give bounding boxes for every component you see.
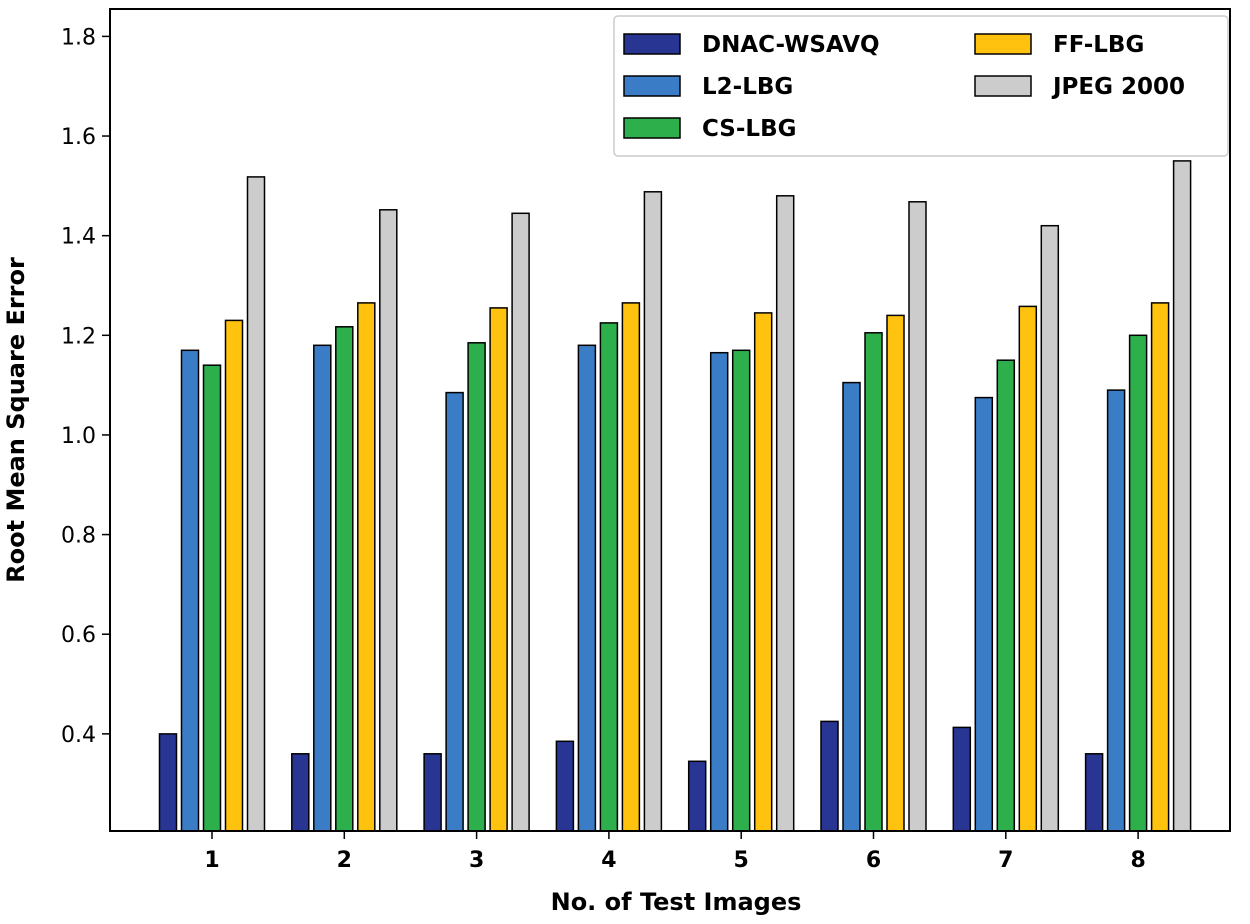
legend-swatch-ff-lbg xyxy=(974,33,1032,55)
bar-dnac-wsavq-8 xyxy=(1084,753,1104,832)
y-axis-label: Root Mean Square Error xyxy=(2,257,30,583)
legend-label-dnac-wsavq: DNAC-WSAVQ xyxy=(702,32,880,58)
legend: DNAC-WSAVQ L2-LBG CS-LBG FF-LBG JPEG 2000 xyxy=(613,15,1229,157)
bar-cs-lbg-5 xyxy=(731,349,751,832)
x-tick-label: 8 xyxy=(1130,848,1145,873)
x-tick-label: 2 xyxy=(337,848,352,873)
x-tick-label: 4 xyxy=(601,848,616,873)
bar-dnac-wsavq-5 xyxy=(687,760,707,832)
bar-dnac-wsavq-6 xyxy=(820,720,839,832)
bar-ff-lbg-8 xyxy=(1150,302,1170,832)
plot-area-frame xyxy=(109,8,1231,832)
bar-l2-lbg-7 xyxy=(974,396,994,832)
bar-jpeg-2000-2 xyxy=(379,209,398,832)
legend-swatch-cs-lbg xyxy=(623,117,681,139)
legend-label-l2-lbg: L2-LBG xyxy=(702,74,793,100)
y-tick-label: 1.0 xyxy=(61,424,96,449)
legend-frame xyxy=(613,15,1229,157)
legend-swatch-dnac-wsavq xyxy=(623,33,681,55)
x-tick-label: 3 xyxy=(469,848,484,873)
bar-jpeg-2000-8 xyxy=(1172,160,1192,832)
bar-cs-lbg-7 xyxy=(996,359,1016,832)
bar-cs-lbg-8 xyxy=(1128,334,1148,832)
y-axis: 0.4 0.6 0.8 1.0 1.2 1.4 1.6 1.8 xyxy=(61,25,110,748)
x-tick-label: 1 xyxy=(204,848,219,873)
y-tick-label: 1.6 xyxy=(61,125,96,150)
x-axis: 1 2 3 4 5 6 7 8 xyxy=(204,831,1146,873)
bar-cs-lbg-2 xyxy=(335,326,354,832)
x-axis-label: No. of Test Images xyxy=(551,888,802,916)
bar-dnac-wsavq-2 xyxy=(291,753,310,832)
bar-l2-lbg-8 xyxy=(1106,389,1126,832)
legend-label-cs-lbg: CS-LBG xyxy=(702,116,796,142)
bar-jpeg-2000-5 xyxy=(775,195,795,832)
y-tick-label: 0.4 xyxy=(61,723,96,748)
bar-cs-lbg-3 xyxy=(467,342,486,832)
bar-ff-lbg-3 xyxy=(489,307,508,832)
legend-label-ff-lbg: FF-LBG xyxy=(1053,32,1144,58)
y-tick-label: 1.2 xyxy=(61,324,96,349)
bar-jpeg-2000-7 xyxy=(1040,224,1060,832)
y-tick-label: 0.8 xyxy=(61,524,96,549)
bar-jpeg-2000-3 xyxy=(511,212,530,832)
legend-label-jpeg-2000: JPEG 2000 xyxy=(1051,74,1185,100)
y-tick-label: 1.8 xyxy=(61,25,96,50)
bar-jpeg-2000-1 xyxy=(246,176,266,832)
bar-ff-lbg-1 xyxy=(224,319,244,832)
bar-ff-lbg-7 xyxy=(1018,305,1038,832)
x-tick-label: 6 xyxy=(866,848,881,873)
bar-l2-lbg-5 xyxy=(709,351,729,832)
bar-cs-lbg-4 xyxy=(599,322,619,832)
y-tick-label: 0.6 xyxy=(61,623,96,648)
bar-cs-lbg-1 xyxy=(202,364,222,832)
x-tick-label: 7 xyxy=(998,848,1013,873)
bar-jpeg-2000-4 xyxy=(643,191,663,832)
bar-ff-lbg-6 xyxy=(886,314,905,832)
x-tick-label: 5 xyxy=(734,848,749,873)
bar-dnac-wsavq-3 xyxy=(423,753,442,832)
bar-dnac-wsavq-4 xyxy=(555,740,575,832)
bars-group xyxy=(158,160,1192,832)
bar-l2-lbg-3 xyxy=(445,391,464,832)
bar-l2-lbg-4 xyxy=(577,344,597,832)
bar-cs-lbg-6 xyxy=(864,332,883,832)
bar-l2-lbg-2 xyxy=(313,344,332,832)
bar-dnac-wsavq-1 xyxy=(158,733,178,832)
bar-ff-lbg-5 xyxy=(753,312,773,832)
bar-ff-lbg-4 xyxy=(621,302,641,832)
y-tick-label: 1.4 xyxy=(61,225,96,250)
bar-l2-lbg-6 xyxy=(842,381,861,832)
bar-l2-lbg-1 xyxy=(180,349,200,832)
bar-ff-lbg-2 xyxy=(357,302,376,832)
bar-dnac-wsavq-7 xyxy=(952,726,972,832)
legend-swatch-l2-lbg xyxy=(623,75,681,97)
legend-swatch-jpeg-2000 xyxy=(974,75,1032,97)
bar-jpeg-2000-6 xyxy=(908,201,927,832)
